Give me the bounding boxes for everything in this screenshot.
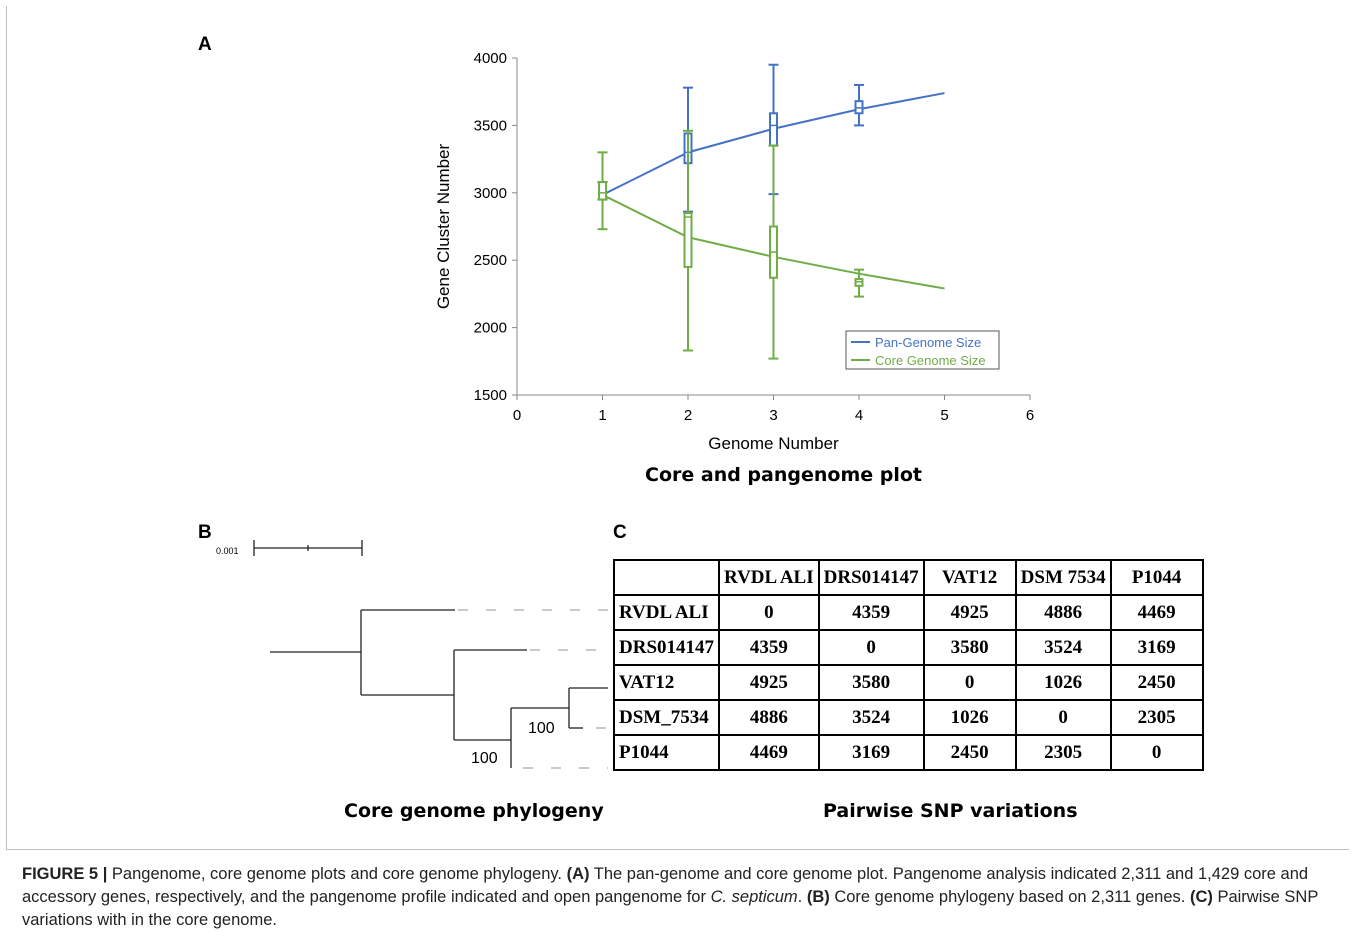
- legend-box: [845, 330, 1000, 370]
- caption-ref-a: (A): [566, 865, 590, 883]
- table-cell: 2450: [922, 734, 1017, 771]
- table-cell: 0: [1109, 734, 1204, 771]
- table-cell: 3524: [1014, 629, 1112, 666]
- scale-bar-label: 0.001: [216, 546, 239, 556]
- table-cell: 3580: [817, 664, 925, 701]
- table-row: P1044 4469 3169 2450 2305 0: [612, 734, 1204, 771]
- x-tick-label: 1: [598, 407, 606, 424]
- table-row: RVDL ALI 0 4359 4925 4886 4469: [612, 594, 1204, 631]
- table-cell: 2305: [1014, 734, 1112, 771]
- panel-a-title: Core and pangenome plot: [645, 464, 922, 486]
- y-tick-label: 1500: [474, 387, 507, 404]
- table-header-row: RVDL ALI DRS014147 VAT12 DSM 7534 P1044: [612, 559, 1204, 596]
- x-tick-label: 0: [513, 407, 521, 424]
- table-cell: 4359: [817, 594, 925, 631]
- y-tick-label: 2500: [474, 252, 507, 269]
- column-header: DSM 7534: [1014, 559, 1112, 596]
- table-cell: 2450: [1109, 664, 1204, 701]
- caption-species: C. septicum: [710, 888, 798, 906]
- panel-b-title: Core genome phylogeny: [344, 800, 604, 822]
- legend-label: Core Genome Size: [875, 353, 986, 368]
- caption-text-a: The pan-genome and core genome plot. Pan…: [22, 865, 1309, 906]
- table-cell: 3524: [817, 699, 925, 736]
- column-header: RVDL ALI: [718, 559, 820, 596]
- table-cell: 4359: [718, 629, 820, 666]
- caption-text-b: Core genome phylogeny based on 2,311 gen…: [829, 888, 1190, 906]
- x-tick-label: 3: [769, 407, 777, 424]
- y-tick-label: 3000: [474, 185, 507, 202]
- bootstrap-value: 100: [471, 750, 498, 767]
- table-cell: 4469: [718, 734, 820, 771]
- caption-after-species: .: [797, 888, 807, 906]
- bootstrap-value: 100: [528, 720, 555, 737]
- panel-a-label: A: [198, 34, 212, 55]
- column-header: [612, 559, 721, 596]
- table-row: DRS014147 4359 0 3580 3524 3169: [612, 629, 1204, 666]
- row-header: VAT12: [612, 664, 721, 701]
- legend-label: Pan-Genome Size: [875, 335, 981, 350]
- caption-ref-c: (C): [1189, 888, 1213, 906]
- box-iqr: [598, 181, 607, 201]
- figure-frame: [6, 6, 1349, 850]
- row-header: DRS014147: [612, 629, 721, 666]
- table-row: DSM_7534 4886 3524 1026 0 2305: [612, 699, 1204, 736]
- y-axis-label: Gene Cluster Number: [434, 143, 453, 309]
- caption-separator: |: [98, 865, 112, 883]
- panel-c-label: C: [613, 522, 627, 543]
- table-cell: 4886: [718, 699, 820, 736]
- table-cell: 0: [718, 594, 820, 631]
- table-cell: 4925: [922, 594, 1017, 631]
- x-axis-label: Genome Number: [708, 434, 839, 453]
- row-header: RVDL ALI: [612, 594, 721, 631]
- y-tick-label: 3500: [474, 117, 507, 134]
- table-cell: 2305: [1109, 699, 1204, 736]
- panel-b-label: B: [198, 522, 212, 543]
- figure-caption: FIGURE 5 | Pangenome, core genome plots …: [22, 863, 1327, 932]
- figure-label: FIGURE 5: [22, 865, 99, 883]
- pangenome-chart: 1500 2000 2500 3000 3500 4000 0 1 2 3 4 5 6 Genome Nu…: [434, 50, 1034, 453]
- table-cell: 0: [922, 664, 1017, 701]
- x-tick-label: 4: [855, 407, 863, 424]
- column-header: VAT12: [922, 559, 1017, 596]
- table-cell: 4886: [1014, 594, 1112, 631]
- table-cell: 3169: [1109, 629, 1204, 666]
- table-cell: 1026: [922, 699, 1017, 736]
- x-tick-label: 5: [940, 407, 948, 424]
- table-row: VAT12 4925 3580 0 1026 2450: [612, 664, 1204, 701]
- caption-intro: Pangenome, core genome plots and core ge…: [111, 865, 567, 883]
- row-header: DSM_7534: [612, 699, 721, 736]
- x-tick-label: 6: [1026, 407, 1034, 424]
- x-tick-label: 2: [684, 407, 692, 424]
- caption-text-c: Pairwise SNP variations with in the core…: [22, 888, 1319, 929]
- panel-c-title: Pairwise SNP variations: [823, 800, 1078, 822]
- table-cell: 4469: [1109, 594, 1204, 631]
- table-cell: 3580: [922, 629, 1017, 666]
- table-cell: 4925: [718, 664, 820, 701]
- column-header: P1044: [1109, 559, 1204, 596]
- y-tick-label: 2000: [474, 320, 507, 337]
- table-cell: 0: [1014, 699, 1112, 736]
- box-iqr: [683, 212, 693, 268]
- table-cell: 0: [817, 629, 925, 666]
- table-cell: 1026: [1014, 664, 1112, 701]
- caption-ref-b: (B): [806, 888, 830, 906]
- column-header: DRS014147: [817, 559, 925, 596]
- row-header: P1044: [612, 734, 721, 771]
- y-tick-label: 4000: [474, 50, 507, 67]
- table-cell: 3169: [817, 734, 925, 771]
- snp-matrix-table: RVDL ALI DRS014147 VAT12 DSM 7534 P1044 …: [612, 559, 1204, 771]
